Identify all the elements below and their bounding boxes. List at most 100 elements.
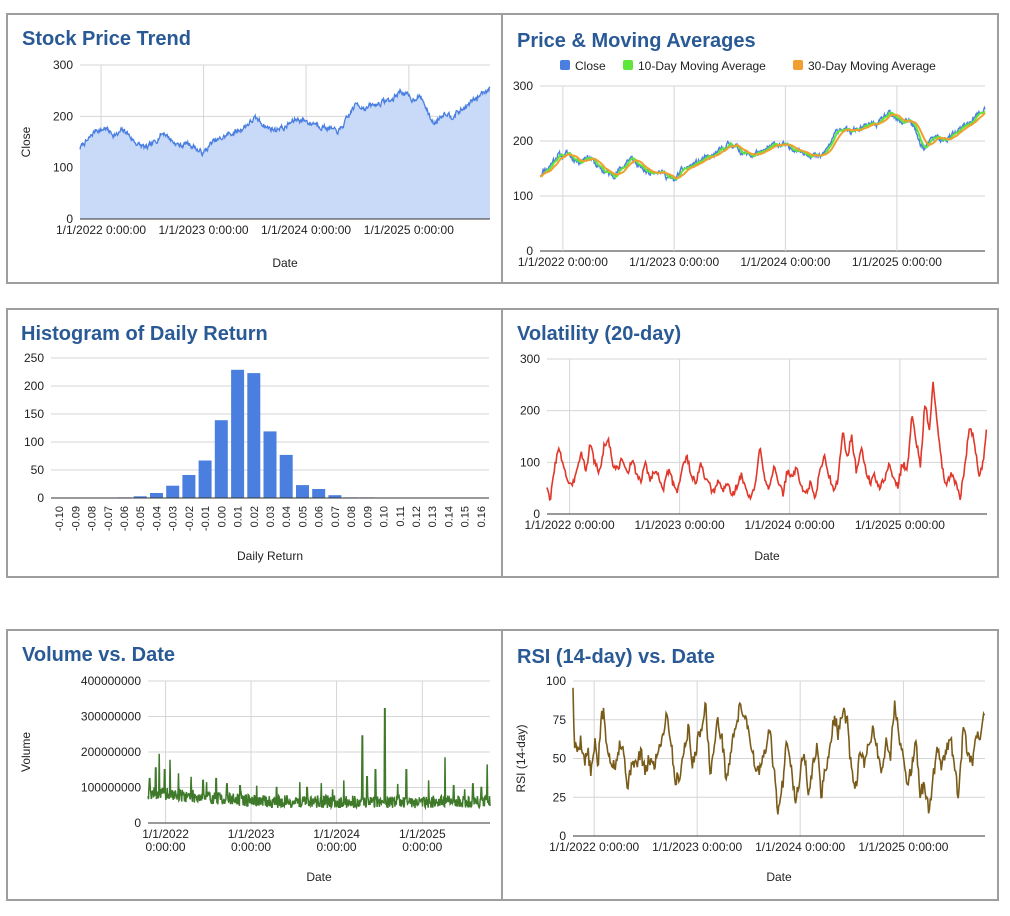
x-tick-label: 0:00:00 [317, 840, 357, 854]
chart-title: Stock Price Trend [22, 28, 191, 50]
x-tick-label: -0.01 [200, 506, 212, 531]
x-tick-label: 0.10 [379, 506, 391, 527]
histogram-bar [312, 489, 326, 498]
series-line [546, 381, 988, 502]
y-tick-label: 200 [513, 134, 533, 148]
series-line [539, 112, 986, 180]
y-tick-label: 300 [520, 352, 540, 366]
chart-title: Volatility (20-day) [517, 323, 682, 345]
x-tick-label: 1/1/2023 0:00:00 [159, 223, 249, 237]
y-tick-label: 100000000 [81, 781, 141, 795]
close-area [80, 87, 490, 220]
y-tick-label: 100 [53, 161, 73, 175]
y-tick-label: 50 [31, 463, 45, 477]
legend-swatch [560, 60, 570, 70]
y-axis-label: Close [19, 126, 33, 157]
x-tick-label: -0.05 [135, 506, 147, 531]
histogram-bar [296, 485, 309, 498]
x-tick-label: 0:00:00 [231, 840, 271, 854]
x-tick-label: 0.15 [460, 506, 472, 527]
y-tick-label: 300 [53, 58, 73, 72]
x-tick-label: 1/1/2024 0:00:00 [261, 223, 351, 237]
x-tick-label: 1/1/2025 0:00:00 [855, 518, 945, 532]
y-tick-label: 0 [134, 816, 141, 830]
y-tick-label: 25 [553, 790, 567, 804]
x-tick-label: -0.03 [168, 506, 180, 531]
y-tick-label: 100 [24, 435, 44, 449]
x-tick-label: -0.09 [70, 506, 82, 531]
x-tick-label: 0.01 [233, 506, 245, 527]
histogram-bar [182, 475, 196, 498]
x-tick-label: 0.07 [330, 506, 342, 527]
y-tick-label: 300 [513, 79, 533, 93]
chart-title: RSI (14-day) vs. Date [517, 646, 715, 668]
x-tick-label: 1/1/2023 0:00:00 [652, 840, 742, 854]
x-tick-label: 1/1/2024 0:00:00 [740, 255, 830, 269]
y-tick-label: 250 [24, 351, 44, 365]
volume-chart: 0 100000000 200000000 300000000 400000000 1/1… [19, 674, 491, 884]
x-tick-label: 0.11 [395, 506, 407, 527]
histogram-chart: 0 50 100 150 200 250 -0.10 -0.09 -0.08 -0.07 -0.06… [24, 351, 489, 563]
x-tick-label: 1/1/2022 0:00:00 [56, 223, 146, 237]
legend-entry: 10-Day Moving Average [623, 59, 766, 73]
x-tick-label: 0.05 [297, 506, 309, 527]
y-tick-label: 0 [533, 507, 540, 521]
gridlines [573, 680, 985, 837]
gridlines [547, 358, 987, 515]
stock-price-panel: Stock Price Trend 0 100 200 300 1/1/2022 0:0… [6, 13, 504, 284]
moving-averages-panel: Price & Moving Averages 0 100 200 300 1/1/20… [501, 13, 999, 284]
y-tick-label: 0 [526, 244, 533, 258]
x-tick-label: -0.04 [151, 506, 163, 531]
rsi-chart: 0 25 50 75 100 1/1/2022 0:00:00 1/1/2023 0:00:… [514, 674, 986, 884]
histogram-bar [263, 431, 277, 498]
histogram-bar [133, 496, 147, 498]
x-tick-label: 0.04 [281, 506, 293, 527]
y-tick-label: 300000000 [81, 710, 141, 724]
x-tick-label: -0.08 [87, 506, 99, 531]
y-tick-label: 0 [66, 212, 73, 226]
x-tick-label: 1/1/2025 0:00:00 [852, 255, 942, 269]
y-tick-label: 0 [37, 491, 44, 505]
x-tick-label: 1/1/2023 0:00:00 [635, 518, 725, 532]
histogram-bar [198, 460, 212, 498]
x-axis-label: Date [306, 870, 332, 884]
y-tick-label: 100 [513, 189, 533, 203]
x-tick-label: 1/1/2025 0:00:00 [364, 223, 454, 237]
x-tick-label: 1/1/2023 [228, 827, 275, 841]
x-tick-label: 0.16 [476, 506, 488, 527]
x-tick-label: 0.14 [443, 506, 455, 527]
x-axis-label: Date [272, 256, 298, 270]
moving-averages-chart: 0 100 200 300 1/1/2022 0:00:00 1/1/2023 0:00:… [513, 59, 986, 269]
y-axis-label: Volume [19, 732, 33, 772]
x-axis-label: Date [754, 549, 780, 563]
x-tick-label: 1/1/2023 0:00:00 [629, 255, 719, 269]
histogram-bar [231, 369, 245, 498]
legend-swatch [623, 60, 633, 70]
legend-entry: 30-Day Moving Average [793, 59, 936, 73]
x-tick-label: 1/1/2022 0:00:00 [549, 840, 639, 854]
x-tick-label: 1/1/2025 [399, 827, 446, 841]
x-tick-label: -0.10 [54, 506, 66, 531]
y-tick-label: 100 [546, 674, 566, 688]
chart-title: Volume vs. Date [22, 644, 176, 666]
y-tick-label: 200000000 [81, 745, 141, 759]
legend-label: Close [575, 59, 606, 73]
histogram-bar [166, 485, 180, 498]
y-tick-label: 100 [520, 455, 540, 469]
chart-title: Price & Moving Averages [517, 30, 756, 52]
x-tick-label: 0:00:00 [146, 840, 186, 854]
x-axis-label: Daily Return [237, 549, 303, 563]
histogram-bar [279, 454, 293, 498]
x-tick-label: 1/1/2022 [142, 827, 189, 841]
volume-panel: Volume vs. Date 0 100000000 200000000 30000… [6, 629, 504, 901]
y-tick-label: 150 [24, 407, 44, 421]
histogram-bar [328, 495, 342, 498]
x-tick-label: -0.06 [119, 506, 131, 531]
x-tick-label: 0.08 [346, 506, 358, 527]
y-tick-label: 200 [53, 109, 73, 123]
histogram-bar [247, 373, 261, 498]
series-line [147, 707, 491, 811]
x-tick-label: 1/1/2025 0:00:00 [858, 840, 948, 854]
y-tick-label: 50 [553, 752, 567, 766]
x-tick-label: 0.12 [411, 506, 423, 527]
